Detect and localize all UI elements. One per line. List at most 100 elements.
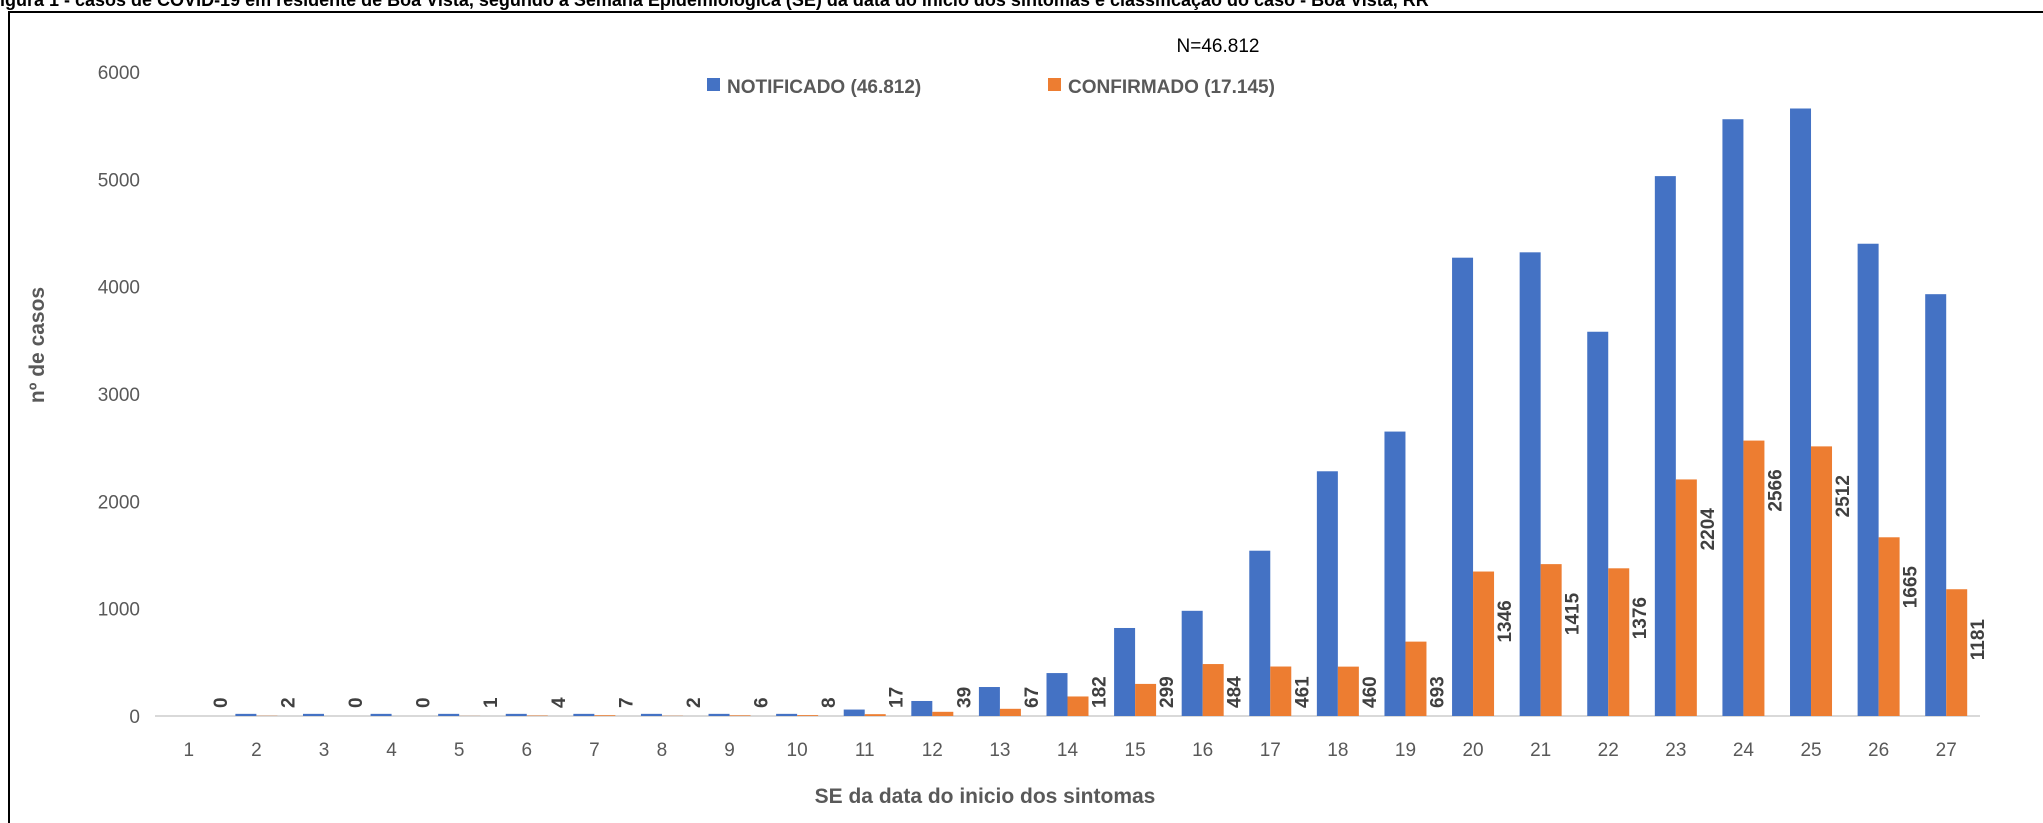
bar-notificado-se-7 [573,713,595,716]
x-tick-label: 19 [1395,740,1416,761]
bar-notificado-se-4 [370,713,392,716]
bar-notificado-se-13 [978,687,1000,716]
data-label-se-22: 1376 [1630,597,1651,639]
data-label-se-7: 7 [616,697,637,708]
bar-confirmado-se-11 [864,714,886,716]
data-label-se-23: 2204 [1698,508,1719,551]
x-tick-label: 9 [724,740,735,761]
x-tick-label: 14 [1057,740,1079,761]
x-tick-label: 25 [1800,740,1821,761]
bar-notificado-se-27 [1925,294,1947,716]
bar-confirmado-se-21 [1540,564,1562,716]
bar-confirmado-se-18 [1337,666,1359,716]
x-tick-label: 24 [1733,740,1755,761]
legend-swatch-confirmado [1048,78,1061,91]
y-tick-label: 2000 [98,492,140,513]
data-label-se-17: 461 [1292,676,1313,708]
bar-notificado-se-11 [843,709,865,716]
data-label-se-4: 0 [414,697,435,708]
bar-notificado-se-20 [1452,257,1474,716]
x-tick-label: 4 [386,740,397,761]
data-label-se-6: 4 [549,697,570,708]
bar-confirmado-se-23 [1675,479,1697,716]
data-label-se-11: 17 [887,687,908,708]
bar-confirmado-se-20 [1473,571,1495,716]
data-label-se-21: 1415 [1563,592,1584,635]
bar-notificado-se-22 [1587,331,1609,716]
y-tick-label: 4000 [98,278,140,299]
bar-confirmado-se-9 [729,715,751,716]
x-tick-label: 11 [855,740,875,761]
bar-confirmado-se-25 [1811,446,1833,716]
data-label-se-10: 8 [819,697,840,708]
bar-notificado-se-15 [1114,627,1136,716]
bar-notificado-se-10 [776,713,798,716]
bar-confirmado-se-27 [1946,589,1968,716]
data-label-se-15: 299 [1157,676,1178,708]
bar-confirmado-se-12 [932,711,954,716]
data-label-se-18: 460 [1360,676,1381,708]
data-label-se-2: 2 [278,697,299,708]
bar-notificado-se-21 [1519,252,1541,716]
data-label-se-16: 484 [1225,676,1246,708]
bar-notificado-se-2 [235,713,257,716]
bar-confirmado-se-16 [1202,664,1224,716]
bar-notificado-se-5 [438,713,460,716]
x-tick-label: 7 [589,740,600,761]
bar-confirmado-se-15 [1135,683,1157,716]
chart-frame [8,11,2043,823]
x-tick-label: 20 [1462,740,1483,761]
data-label-se-1: 0 [211,697,232,708]
x-tick-label: 12 [922,740,943,761]
bar-notificado-se-3 [302,713,324,716]
data-label-se-20: 1346 [1495,600,1516,642]
legend-label-confirmado: CONFIRMADO (17.145) [1068,77,1275,98]
bar-confirmado-se-14 [1067,696,1089,716]
data-label-se-3: 0 [346,697,367,708]
data-label-se-25: 2512 [1833,475,1854,517]
bar-confirmado-se-7 [594,715,616,716]
bars [235,108,1968,716]
x-tick-label: 27 [1936,740,1957,761]
bar-notificado-se-17 [1249,550,1271,716]
y-tick-label: 1000 [98,600,140,621]
data-label-se-5: 1 [481,697,502,708]
bar-confirmado-se-17 [1270,666,1292,716]
x-tick-label: 23 [1665,740,1686,761]
x-tick-label: 26 [1868,740,1889,761]
y-tick-label: 0 [129,707,140,728]
bar-notificado-se-23 [1654,176,1676,716]
total-annotation: N=46.812 [1177,36,1260,57]
bar-confirmado-se-10 [797,715,819,716]
legend-label-notificado: NOTIFICADO (46.812) [727,77,921,98]
x-tick-label: 17 [1260,740,1281,761]
x-tick-label: 2 [251,740,262,761]
bar-notificado-se-18 [1316,471,1338,716]
data-label-se-9: 6 [752,697,773,708]
y-tick-label: 5000 [98,170,140,191]
data-labels: 0 2 0 0 1 4 7 2 6 8 17 39 67 182 299 484 461 460 693 1346 14… [211,469,1989,708]
legend-swatch-notificado [707,78,720,91]
y-tick-label: 3000 [98,385,140,406]
bar-confirmado-se-13 [999,708,1021,716]
x-tick-label: 16 [1192,740,1213,761]
x-tick-label: 3 [319,740,330,761]
data-label-se-24: 2566 [1765,469,1786,511]
x-tick-label: 18 [1327,740,1348,761]
data-label-se-8: 2 [684,697,705,708]
bar-confirmado-se-22 [1608,568,1630,716]
bar-notificado-se-6 [505,713,527,716]
bar-notificado-se-14 [1046,673,1068,716]
figure-title: igura 1 - casos de COVID-19 em residente… [0,0,1429,10]
data-label-se-27: 1181 [1968,619,1989,661]
x-tick-label: 10 [787,740,808,761]
bar-confirmado-se-24 [1743,440,1765,716]
x-tick-label: 15 [1125,740,1146,761]
x-tick-label: 1 [184,740,195,761]
bar-notificado-se-26 [1857,243,1879,716]
data-label-se-19: 693 [1427,676,1448,708]
bar-confirmado-se-26 [1878,537,1900,716]
data-label-se-26: 1665 [1901,566,1922,609]
bar-confirmado-se-19 [1405,641,1427,716]
